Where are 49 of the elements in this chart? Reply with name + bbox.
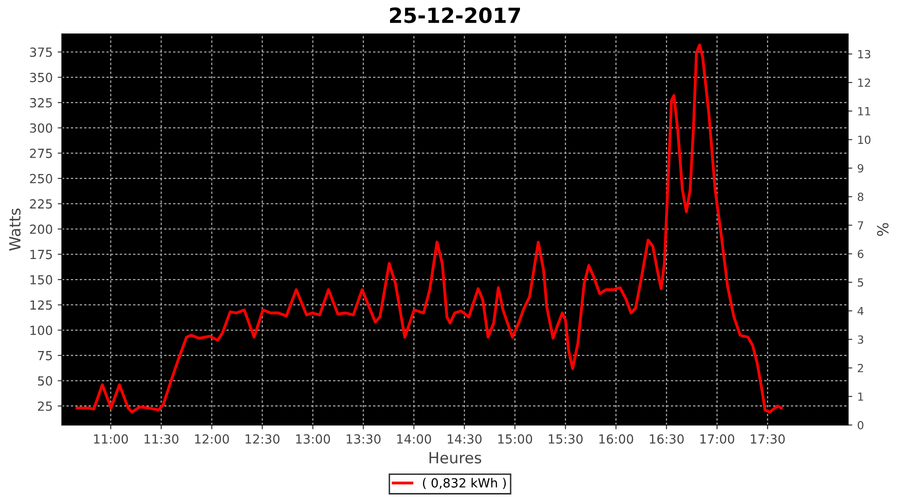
x-tick-label: 17:00 — [700, 434, 734, 444]
y2-axis-title: % — [876, 223, 889, 236]
line-series — [76, 44, 783, 414]
y2-tick-label: 10 — [858, 136, 870, 144]
y2-tick-label: 11 — [858, 107, 870, 116]
y2-tick-label: 9 — [858, 164, 864, 173]
y-tick-label: 25 — [38, 401, 52, 411]
x-tick-label: 16:30 — [650, 434, 684, 444]
y-tick-label: 125 — [30, 300, 52, 310]
y-axis-title: Watts — [9, 208, 21, 251]
y-tick-label: 300 — [30, 123, 52, 133]
chart-title: 25-12-2017 — [390, 7, 520, 24]
y2-tick-label: 5 — [858, 278, 864, 287]
y-tick-label: 50 — [38, 376, 52, 386]
y-tick-label: 325 — [30, 98, 52, 108]
x-axis-title: Heures — [430, 452, 482, 464]
y-tick-label: 375 — [30, 47, 52, 57]
y2-tick-label: 2 — [858, 364, 863, 372]
y-tick-label: 250 — [30, 174, 52, 184]
x-tick-label: 15:00 — [498, 434, 532, 444]
y-tick-label: 225 — [30, 199, 52, 209]
x-tick-label: 15:30 — [548, 434, 583, 444]
x-tick-label: 12:00 — [195, 434, 229, 444]
x-tick-label: 17:30 — [750, 434, 785, 444]
x-tick-label: 14:30 — [448, 434, 482, 444]
x-tick-label: 12:30 — [246, 434, 280, 444]
x-tick-label: 13:00 — [296, 434, 330, 444]
y2-tick-label: 8 — [858, 192, 864, 202]
y2-tick-label: 1 — [858, 392, 864, 401]
y-tick-label: 200 — [30, 224, 52, 234]
x-tick-label: 14:00 — [397, 434, 432, 444]
y2-tick-label: 12 — [858, 78, 870, 87]
y2-tick-label: 13 — [858, 50, 870, 58]
x-tick-label: 11:00 — [94, 434, 128, 444]
y2-tick-label: 3 — [858, 335, 864, 344]
y-tick-label: 75 — [38, 351, 52, 360]
x-tick-label: 16:00 — [599, 434, 634, 444]
y-tick-label: 350 — [30, 72, 52, 82]
y2-tick-label: 7 — [858, 221, 864, 230]
x-tick-label: 13:30 — [346, 434, 381, 444]
y-tick-label: 175 — [30, 250, 52, 260]
y2-tick-label: 6 — [858, 250, 864, 258]
x-tick-label: 11:30 — [144, 434, 178, 444]
y2-tick-label: 4 — [858, 306, 864, 316]
y-tick-label: 275 — [30, 148, 52, 158]
y2-tick-label: 0 — [858, 420, 864, 430]
y-tick-label: 100 — [30, 326, 52, 336]
legend-label: ( 0,832 kWh ) — [422, 478, 506, 490]
y-tick-label: 150 — [30, 275, 52, 284]
